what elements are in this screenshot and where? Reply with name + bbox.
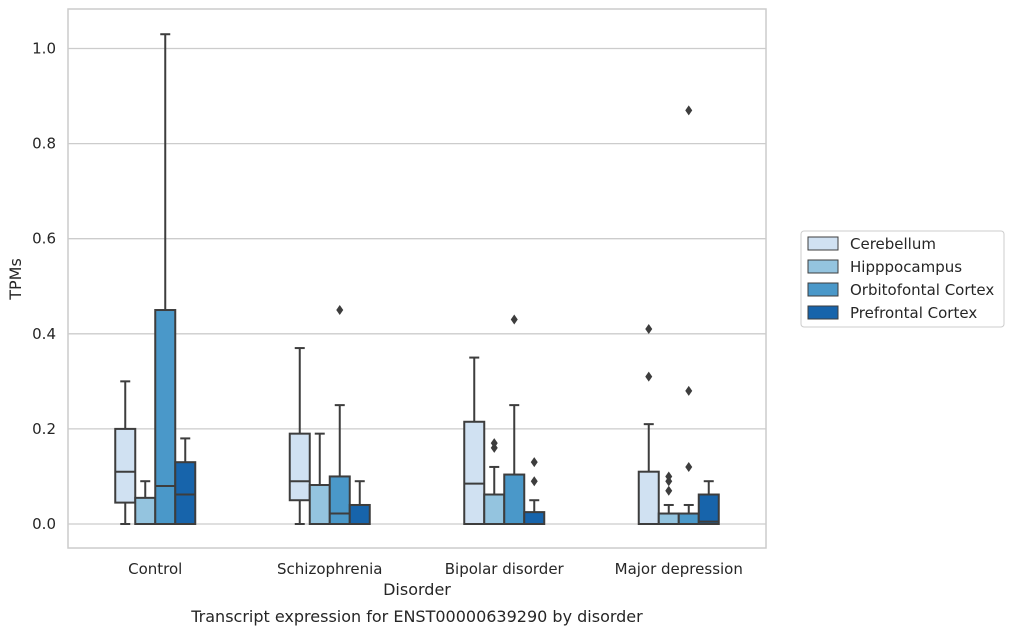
legend-swatch bbox=[807, 282, 839, 297]
legend-label: Prefrontal Cortex bbox=[850, 304, 977, 322]
y-tick-label: 0.2 bbox=[32, 420, 56, 438]
legend-item: Hipppocampus bbox=[807, 258, 962, 276]
box-iqr bbox=[288, 432, 311, 502]
outlier-point bbox=[490, 438, 498, 449]
box-iqr bbox=[523, 511, 546, 525]
outlier-point bbox=[685, 105, 693, 116]
x-tick-label: Bipolar disorder bbox=[445, 560, 565, 578]
legend-label: Hipppocampus bbox=[850, 258, 962, 276]
box-iqr bbox=[154, 309, 177, 525]
box-iqr bbox=[134, 496, 157, 526]
y-tick-label: 0.0 bbox=[32, 515, 56, 533]
outlier-point bbox=[530, 476, 538, 487]
y-axis-label: TPMs bbox=[6, 258, 25, 301]
box-element bbox=[677, 105, 700, 526]
y-tick-label: 0.4 bbox=[32, 325, 56, 343]
y-tick-label: 0.8 bbox=[32, 135, 56, 153]
x-axis-label: Disorder bbox=[383, 580, 451, 599]
box-iqr bbox=[637, 470, 660, 526]
outlier-point bbox=[510, 314, 518, 325]
box-iqr bbox=[114, 427, 137, 504]
box-iqr bbox=[328, 475, 351, 526]
x-tick-label: Control bbox=[128, 560, 182, 578]
outlier-point bbox=[530, 457, 538, 468]
box-element bbox=[288, 347, 311, 525]
series-orbitofontal-cortex bbox=[154, 33, 700, 526]
box-element bbox=[657, 471, 680, 526]
series-hipppocampus bbox=[134, 432, 680, 526]
box-element bbox=[483, 438, 506, 526]
box-iqr bbox=[677, 512, 700, 526]
box-iqr bbox=[348, 503, 371, 526]
legend-frame bbox=[800, 230, 1005, 328]
outlier-point bbox=[645, 324, 653, 335]
box-iqr bbox=[483, 493, 506, 526]
box-element bbox=[637, 324, 660, 526]
plot-area-frame bbox=[67, 8, 767, 549]
box-element bbox=[134, 480, 157, 526]
legend-item: Orbitofontal Cortex bbox=[807, 281, 994, 299]
box-iqr bbox=[463, 420, 486, 525]
box-element bbox=[463, 356, 486, 525]
legend-item: Cerebellum bbox=[807, 235, 936, 253]
outlier-point bbox=[645, 371, 653, 382]
legend-item: Prefrontal Cortex bbox=[807, 304, 977, 322]
box-element bbox=[174, 437, 197, 525]
legend-swatch bbox=[807, 305, 839, 320]
outlier-point bbox=[685, 385, 693, 396]
outlier-point bbox=[665, 471, 673, 482]
legend-swatch bbox=[807, 236, 839, 251]
box-element bbox=[523, 457, 546, 525]
outlier-point bbox=[336, 305, 344, 316]
box-element bbox=[348, 480, 371, 526]
y-tick-labels: 0.0 0.2 0.4 0.6 0.8 1.0 bbox=[32, 40, 56, 534]
legend: Cerebellum Hipppocampus Orbitofontal Corte… bbox=[800, 230, 1005, 328]
box-element bbox=[328, 305, 351, 526]
box-element bbox=[503, 314, 526, 526]
box-element bbox=[114, 380, 137, 525]
box-iqr bbox=[657, 512, 680, 526]
outlier-point bbox=[685, 461, 693, 472]
figure-caption: Transcript expression for ENST0000063929… bbox=[190, 607, 643, 626]
legend-swatch bbox=[807, 259, 839, 274]
y-tick-label: 0.6 bbox=[32, 230, 56, 248]
series-prefrontal-cortex bbox=[174, 437, 720, 526]
legend-label: Orbitofontal Cortex bbox=[850, 281, 994, 299]
x-tick-label: Major depression bbox=[615, 560, 743, 578]
box-iqr bbox=[503, 473, 526, 526]
box-series bbox=[114, 33, 720, 526]
box-iqr bbox=[697, 493, 720, 526]
series-cerebellum bbox=[114, 324, 660, 526]
box-element bbox=[308, 432, 331, 526]
box-iqr bbox=[308, 484, 331, 526]
legend-label: Cerebellum bbox=[850, 235, 936, 253]
box-element bbox=[154, 33, 177, 525]
y-tick-label: 1.0 bbox=[32, 40, 56, 58]
box-element bbox=[697, 480, 720, 526]
box-iqr bbox=[174, 461, 197, 525]
outlier-point bbox=[665, 485, 673, 496]
x-tick-label: Schizophrenia bbox=[277, 560, 382, 578]
x-tick-labels: Control Schizophrenia Bipolar disorder Majo… bbox=[128, 560, 743, 578]
